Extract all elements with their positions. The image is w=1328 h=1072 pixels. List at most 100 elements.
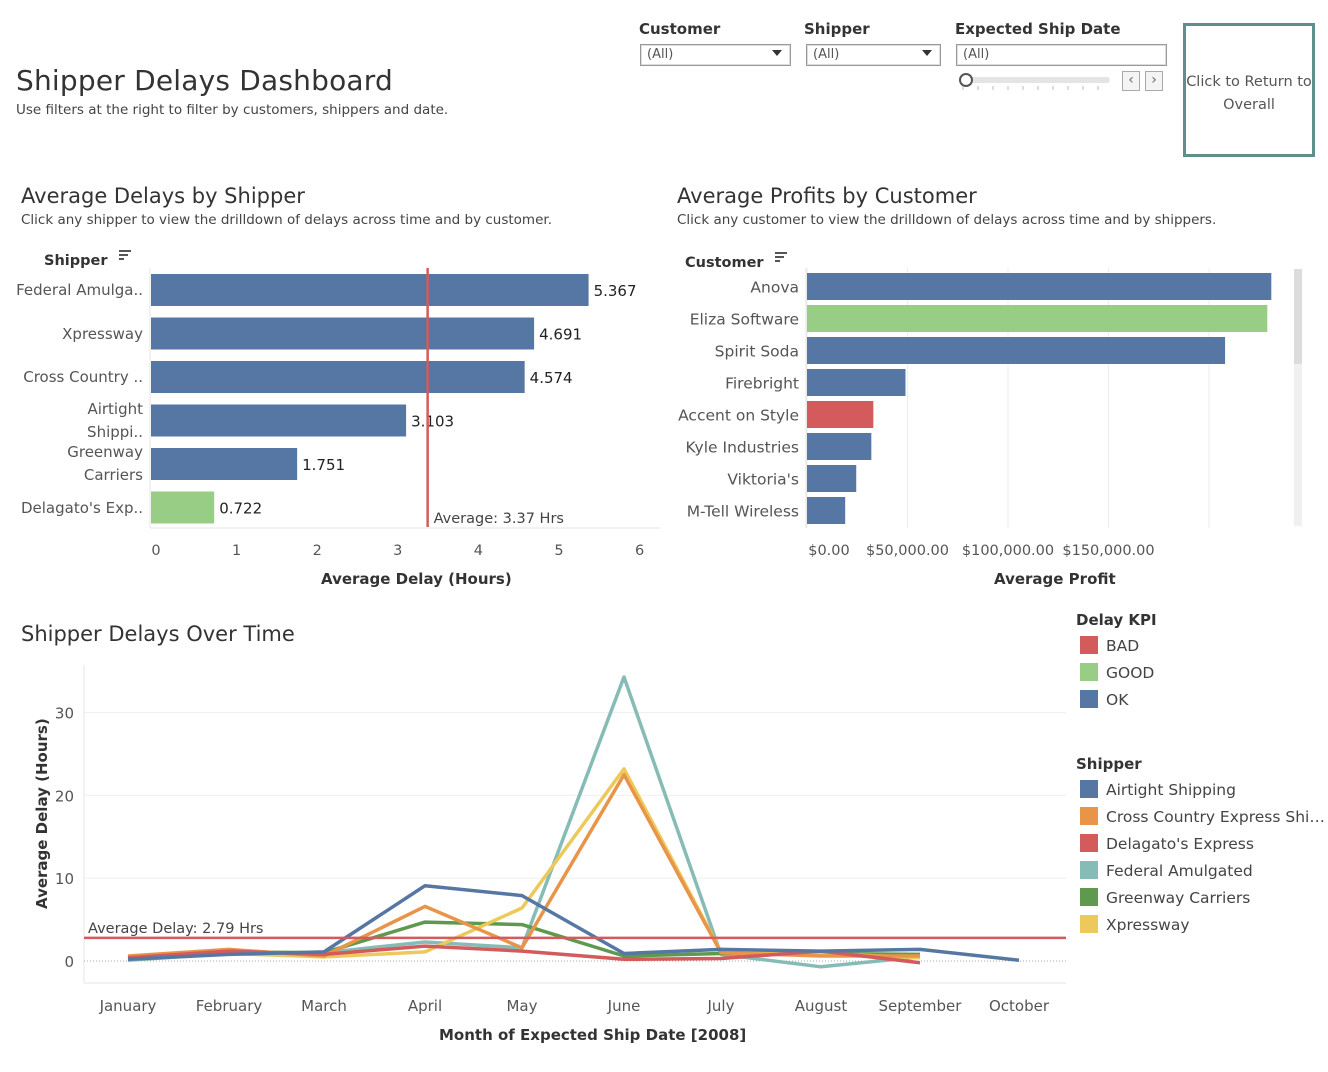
x-tick-label: September [879, 997, 963, 1015]
chevron-down-icon [772, 50, 782, 56]
shipper-column-header[interactable]: Shipper [44, 250, 131, 269]
y-tick-label: 20 [55, 787, 74, 805]
ship-date-filter-input[interactable]: (All) [956, 44, 1167, 66]
customer-column-header[interactable]: Customer [685, 252, 787, 271]
x-tick-label: October [989, 997, 1050, 1015]
shipper-legend-item[interactable]: Delagato's Express [1080, 834, 1254, 853]
series-line-airtight-shipping[interactable] [127, 883, 1020, 962]
average-reference-label: Average Delay: 2.79 Hrs [88, 921, 264, 937]
legend-label: Federal Amulgated [1106, 862, 1253, 880]
bar-firebright[interactable] [807, 369, 906, 396]
delays-over-time-title: Shipper Delays Over Time [21, 622, 295, 646]
legend-swatch [1080, 690, 1098, 708]
shipper-label[interactable]: Cross Country .. [23, 368, 143, 386]
next-step-button[interactable]: › [1145, 71, 1163, 91]
kpi-legend-item[interactable]: OK [1080, 690, 1128, 709]
customer-label[interactable]: Accent on Style [678, 407, 799, 425]
shipper-legend-title: Shipper [1076, 755, 1142, 773]
ship-date-filter-value: (All) [963, 47, 990, 62]
chevron-right-icon: › [1151, 72, 1157, 88]
delays-by-shipper-title: Average Delays by Shipper [21, 184, 305, 208]
legend-label: Greenway Carriers [1106, 889, 1251, 907]
x-tick-label: 0 [151, 543, 160, 559]
shipper-filter-value: (All) [813, 47, 840, 62]
kpi-legend-item[interactable]: GOOD [1080, 663, 1154, 682]
x-tick-label: January [99, 997, 157, 1015]
x-tick-label: March [301, 997, 347, 1015]
customer-filter-dropdown[interactable]: (All) [640, 44, 791, 66]
scrollbar-track[interactable] [1294, 269, 1302, 526]
bar-eliza-software[interactable] [807, 305, 1268, 332]
customer-label[interactable]: Viktoria's [727, 471, 799, 489]
legend-label: Delagato's Express [1106, 835, 1254, 853]
bar-viktoria-s[interactable] [807, 465, 857, 492]
bar-delagato-s-exp-[interactable] [151, 491, 215, 524]
profits-by-customer-chart: Anova Eliza Software Spirit Soda Firebright… [678, 268, 1272, 559]
customer-label[interactable]: Anova [750, 279, 799, 297]
bar-greenway-carriers[interactable] [151, 448, 298, 480]
shipper-legend-item[interactable]: Cross Country Express Shi… [1080, 807, 1325, 826]
shipper-label[interactable]: Greenway Carriers [67, 443, 143, 484]
scrollbar-thumb[interactable] [1294, 269, 1302, 364]
bar-cross-country-[interactable] [151, 361, 525, 393]
bar-m-tell-wireless[interactable] [807, 497, 846, 524]
shipper-legend-item[interactable]: Federal Amulgated [1080, 861, 1253, 880]
y-tick-label: 30 [55, 705, 74, 723]
profits-by-customer-subtitle: Click any customer to view the drilldown… [677, 212, 1217, 228]
customer-label[interactable]: Firebright [725, 375, 799, 393]
legend-label: Airtight Shipping [1106, 781, 1236, 799]
bar-spirit-soda[interactable] [807, 337, 1226, 364]
customer-filter-label: Customer [639, 20, 721, 38]
bar-kyle-industries[interactable] [807, 433, 872, 460]
x-tick-label: July [707, 997, 735, 1015]
shipper-label[interactable]: Delagato's Exp.. [20, 498, 143, 517]
y-tick-label: 10 [55, 870, 74, 888]
delays-over-time-xlabel: Month of Expected Ship Date [2008] [439, 1026, 747, 1044]
ship-date-slider[interactable] [962, 77, 1110, 83]
customer-label[interactable]: M-Tell Wireless [687, 503, 799, 521]
kpi-legend-item[interactable]: BAD [1080, 636, 1139, 655]
legend-swatch [1080, 915, 1098, 933]
profits-by-customer-title: Average Profits by Customer [677, 184, 977, 208]
legend-swatch [1080, 807, 1098, 825]
bar-value-label: 5.367 [594, 282, 637, 300]
delays-by-shipper-chart: 5.367 4.691 4.574 3.103 1.751 0.722 Average: 3… [149, 268, 660, 559]
x-tick-label: $100,000.00 [962, 543, 1054, 559]
y-tick-label: 0 [64, 953, 74, 971]
shipper-filter-label: Shipper [804, 20, 870, 38]
x-tick-label: $150,000.00 [1062, 543, 1154, 559]
x-tick-label: 2 [313, 543, 322, 559]
customer-header-label: Customer [685, 255, 764, 271]
return-to-overall-button[interactable]: Click to Return to Overall [1183, 23, 1315, 157]
bar-airtight-shippi-[interactable] [151, 404, 407, 437]
shipper-label[interactable]: Federal Amulga.. [16, 281, 143, 299]
shipper-filter-dropdown[interactable]: (All) [806, 44, 941, 66]
customer-label[interactable]: Kyle Industries [686, 439, 799, 457]
bar-anova[interactable] [807, 273, 1272, 300]
shipper-legend-item[interactable]: Airtight Shipping [1080, 780, 1236, 799]
legend-label: OK [1106, 691, 1129, 709]
customer-label[interactable]: Spirit Soda [715, 343, 799, 361]
delays-over-time-ylabel: Average Delay (Hours) [33, 718, 51, 909]
customer-label[interactable]: Eliza Software [690, 311, 799, 329]
bar-value-label: 4.574 [530, 369, 573, 387]
shipper-label[interactable]: Xpressway [62, 324, 143, 343]
x-tick-label: May [506, 997, 537, 1015]
shipper-legend-item[interactable]: Greenway Carriers [1080, 888, 1250, 907]
x-tick-label: April [408, 997, 442, 1015]
shipper-legend-item[interactable]: Xpressway [1080, 915, 1190, 934]
bar-federal-amulga-[interactable] [151, 274, 589, 306]
ship-date-filter-label: Expected Ship Date [955, 20, 1121, 38]
sort-icon[interactable] [118, 250, 131, 262]
shipper-label[interactable]: Airtight Shippi.. [87, 399, 143, 441]
x-tick-label: 3 [393, 543, 402, 559]
sort-icon[interactable] [774, 252, 787, 264]
bar-value-label: 3.103 [411, 413, 454, 431]
x-tick-label: $0.00 [808, 543, 850, 559]
previous-step-button[interactable]: ‹ [1122, 71, 1140, 91]
ship-date-slider-handle[interactable] [959, 73, 973, 87]
bar-xpressway[interactable] [151, 317, 535, 350]
x-tick-label: 6 [635, 543, 644, 559]
bar-accent-on-style[interactable] [807, 401, 874, 428]
legend-swatch [1080, 834, 1098, 852]
